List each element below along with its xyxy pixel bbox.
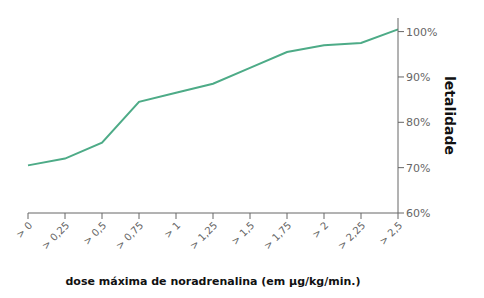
svg-text:> 0: > 0 [14, 220, 34, 240]
svg-text:letalidade: letalidade [442, 76, 458, 155]
svg-text:> 0,5: > 0,5 [81, 220, 108, 247]
svg-text:80%: 80% [406, 116, 430, 129]
svg-text:> 0,75: > 0,75 [114, 220, 146, 252]
svg-text:> 1,25: > 1,25 [188, 220, 220, 252]
svg-text:dose máxima de noradrenalina (: dose máxima de noradrenalina (em μg/kg/m… [65, 275, 360, 288]
svg-text:100%: 100% [406, 26, 437, 39]
svg-text:> 2: > 2 [310, 220, 330, 240]
svg-text:> 1,5: > 1,5 [229, 220, 256, 247]
svg-text:> 1: > 1 [162, 220, 182, 240]
svg-text:> 1,75: > 1,75 [262, 220, 294, 252]
svg-text:> 2,5: > 2,5 [377, 220, 404, 247]
svg-text:60%: 60% [406, 207, 430, 220]
svg-text:90%: 90% [406, 71, 430, 84]
svg-text:> 0,25: > 0,25 [40, 220, 72, 252]
svg-text:> 2,25: > 2,25 [336, 220, 368, 252]
svg-text:70%: 70% [406, 162, 430, 175]
